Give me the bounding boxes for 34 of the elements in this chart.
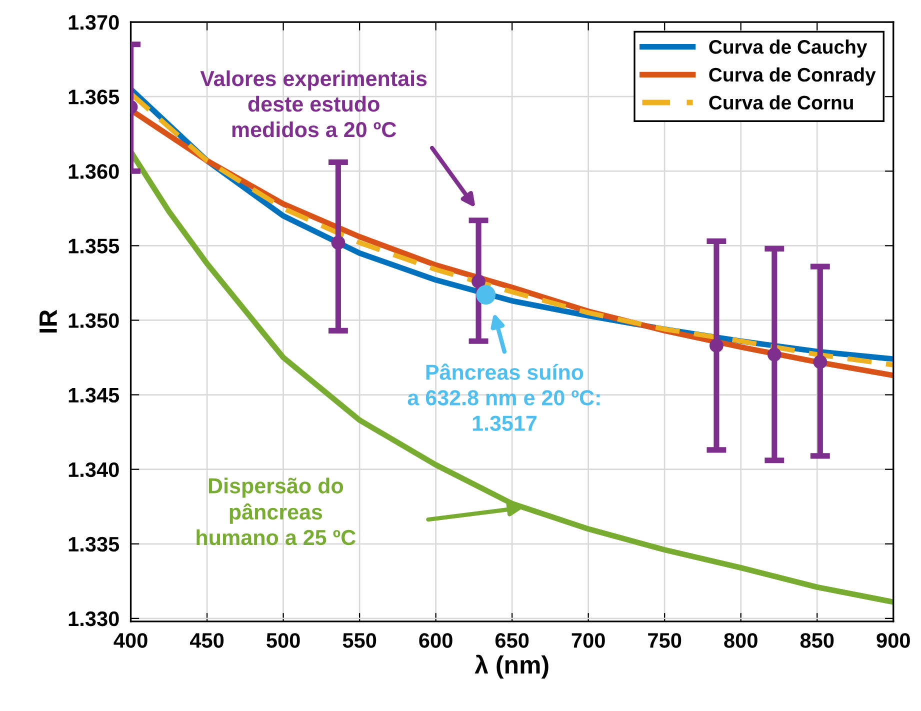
point xyxy=(472,274,486,288)
x-tick-label: 750 xyxy=(648,633,682,648)
point xyxy=(767,348,782,362)
x-tick-label: 850 xyxy=(800,633,834,648)
x-tick-label: 500 xyxy=(266,633,300,648)
y-tick-label: 1.330 xyxy=(68,611,119,626)
y-tick-label: 1.370 xyxy=(68,15,119,30)
y-tick-label: 1.365 xyxy=(68,90,120,104)
point xyxy=(710,338,724,353)
x-tick-label: 400 xyxy=(114,633,148,648)
annotation: Pâncreas suíno a 632.8 nm e 20 ºC: 1.3517 xyxy=(408,364,600,431)
x-tick-label: 450 xyxy=(190,633,224,648)
point xyxy=(476,285,496,305)
y-tick-label: 1.345 xyxy=(68,388,120,403)
y-tick-label: 1.355 xyxy=(68,238,120,254)
legend-label: Curva de Cornu xyxy=(709,95,853,110)
y-tick-label: 1.350 xyxy=(68,313,119,328)
x-tick-label: 900 xyxy=(876,633,910,648)
point xyxy=(813,355,828,369)
annotation: Valores experimentais deste estudo medidos a 20 ºC xyxy=(200,70,427,138)
annotation: Dispersão do pâncreas humano a 25 ºC xyxy=(196,478,356,546)
x-tick-label: 800 xyxy=(724,633,758,648)
legend-label: Curva de Cauchy xyxy=(709,40,868,58)
x-axis-title: λ (nm) xyxy=(474,654,548,679)
legend-label: Curva de Conrady xyxy=(709,67,876,86)
y-axis-title: IR xyxy=(40,310,57,333)
y-tick-label: 1.335 xyxy=(68,536,120,552)
y-tick-label: 1.360 xyxy=(68,164,119,179)
x-tick-label: 650 xyxy=(495,633,529,648)
point xyxy=(331,236,346,250)
x-tick-label: 550 xyxy=(342,633,376,648)
y-tick-label: 1.340 xyxy=(68,462,119,478)
x-tick-label: 600 xyxy=(419,633,452,648)
x-tick-label: 700 xyxy=(572,633,605,648)
